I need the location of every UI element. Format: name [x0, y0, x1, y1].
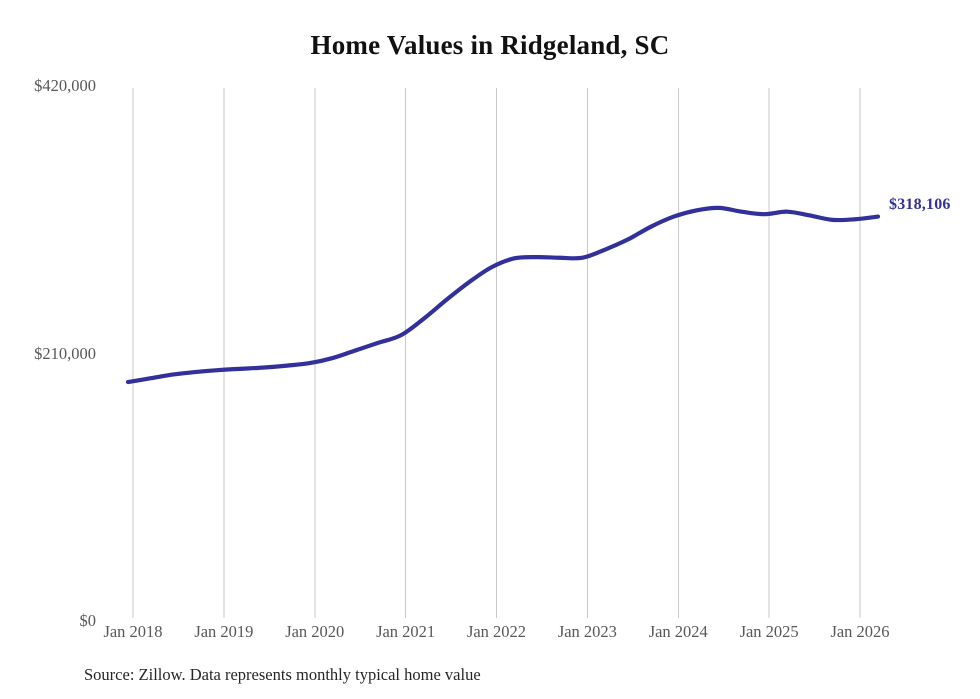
source-note: Source: Zillow. Data represents monthly …	[84, 665, 481, 684]
x-axis-tick-jan-2024: Jan 2024	[648, 622, 708, 641]
x-axis-tick-jan-2026: Jan 2026	[830, 622, 890, 641]
chart-title: Home Values in Ridgeland, SC	[310, 30, 670, 60]
y-axis-tick-mid: $210,000	[34, 344, 96, 363]
end-value-annotation: $318,106	[889, 196, 951, 213]
gridlines-group	[132, 88, 861, 618]
x-axis-tick-jan-2021: Jan 2021	[376, 622, 436, 641]
y-axis-tick-top: $420,000	[34, 76, 96, 95]
x-axis-tick-jan-2022: Jan 2022	[466, 622, 527, 641]
series-line-typical-home-value	[125, 205, 881, 385]
x-axis-tick-jan-2019: Jan 2019	[194, 622, 254, 641]
x-axis-tick-jan-2018: Jan 2018	[103, 622, 163, 641]
x-axis-tick-jan-2023: Jan 2023	[557, 622, 617, 641]
x-axis-tick-jan-2025: Jan 2025	[739, 622, 799, 641]
x-axis-tick-jan-2020: Jan 2020	[285, 622, 345, 641]
y-axis-tick-zero: $0	[79, 611, 97, 630]
